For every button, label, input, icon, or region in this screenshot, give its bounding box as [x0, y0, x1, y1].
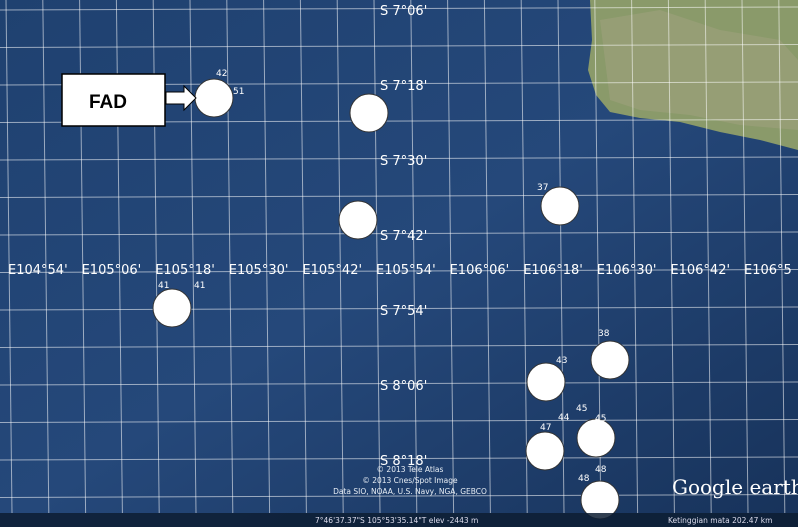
- point-label: 42: [216, 69, 227, 79]
- point-label: 48: [595, 465, 607, 475]
- marker: [194, 78, 234, 118]
- land-inner: [600, 10, 798, 130]
- point-label: 43: [556, 356, 567, 366]
- grid-line: [189, 0, 197, 514]
- longitude-label: E106°42': [670, 263, 730, 278]
- point-label: 48: [578, 474, 590, 484]
- grid-line: [5, 0, 13, 514]
- longitude-label: E106°5: [744, 263, 792, 278]
- latitude-label: S 7°42': [380, 229, 427, 244]
- grid-line: [0, 419, 798, 423]
- point-label: 41: [194, 281, 205, 291]
- grid-line: [0, 44, 798, 48]
- grid-line: [410, 0, 418, 514]
- point-label: 38: [598, 329, 610, 339]
- grid-line: [778, 0, 786, 514]
- credit: Data SIO, NOAA, U.S. Navy, NGA, GEBCO: [333, 487, 487, 496]
- credit: © 2013 Tele Atlas: [377, 465, 444, 474]
- grid-line: [0, 381, 798, 386]
- grid-line: [0, 194, 798, 198]
- longitude-label: E106°18': [523, 263, 583, 278]
- marker: [540, 186, 580, 226]
- grid-line: [557, 0, 565, 514]
- longitude-label: E106°06': [450, 263, 510, 278]
- latitude-label: S 7°30': [380, 154, 427, 169]
- longitude-label: E106°30': [597, 263, 657, 278]
- latitude-label: S 8°18': [380, 454, 427, 469]
- marker: [152, 288, 192, 328]
- status-eye: Ketinggian mata 202.47 km: [668, 516, 772, 525]
- point-label: 37: [537, 183, 548, 193]
- marker: [590, 340, 630, 380]
- longitude-label: E104°54': [8, 263, 68, 278]
- grid-line: [42, 0, 50, 514]
- grid-line: [704, 0, 712, 514]
- grid-line: [0, 306, 798, 311]
- point-label: 47: [540, 423, 551, 433]
- latitude-label: S 7°18': [380, 79, 427, 94]
- grid-line: [667, 0, 675, 514]
- grid-line: [0, 231, 798, 236]
- grid-line: [0, 6, 798, 11]
- status-bar: [0, 513, 798, 527]
- grid-line: [447, 0, 455, 514]
- grid-line: [0, 456, 798, 461]
- longitude-label: E105°54': [376, 263, 436, 278]
- point-label: 44: [558, 413, 570, 423]
- point-label: 45: [595, 414, 606, 424]
- fad-box: [61, 73, 166, 127]
- status-coords: 7°46'37.37"S 105°53'35.14"T elev -2443 m: [315, 516, 478, 525]
- marker: [526, 362, 566, 402]
- longitude-label: E105°18': [155, 263, 215, 278]
- grid-line: [0, 156, 798, 161]
- grid-line: [631, 0, 639, 514]
- marker: [576, 418, 616, 458]
- longitude-label: E105°06': [82, 263, 142, 278]
- longitude-label: E105°30': [229, 263, 289, 278]
- logo: Google earth: [672, 475, 798, 499]
- point-label: 41: [158, 281, 169, 291]
- point-label: 45: [576, 404, 587, 414]
- fad-arrow: [165, 84, 197, 112]
- point-label: 51: [233, 87, 244, 97]
- grid-line: [483, 0, 491, 514]
- grid-line: [741, 0, 749, 514]
- grid-line: [299, 0, 307, 514]
- grid-line: [0, 494, 798, 498]
- grid-line: [373, 0, 381, 514]
- longitude-labels: E104°54' E105°06' E105°18' E105°30' E105°42'…: [8, 263, 792, 278]
- grid-line: [263, 0, 271, 514]
- latitude-label: S 7°54': [380, 304, 427, 319]
- latitude-labels: S 7°06' S 7°18' S 7°30' S 7°42' S 7°54' S 8°0…: [380, 4, 427, 469]
- longitude-label: E105°42': [302, 263, 362, 278]
- marker: [338, 200, 378, 240]
- grid-line: [0, 269, 798, 273]
- marker: [349, 93, 389, 133]
- point-labels: 42 51 37 41 41 38 43 45 44 45 47 48 48: [158, 69, 610, 484]
- markers: [152, 78, 630, 520]
- grid-line: [0, 344, 798, 348]
- latitude-label: S 8°06': [380, 379, 427, 394]
- credit: © 2013 Cnes/Spot Image: [362, 476, 458, 485]
- fad-label: FAD: [89, 92, 127, 113]
- grid-line: [520, 0, 528, 514]
- grid-line: [336, 0, 344, 514]
- marker: [525, 431, 565, 471]
- latitude-label: S 7°06': [380, 4, 427, 19]
